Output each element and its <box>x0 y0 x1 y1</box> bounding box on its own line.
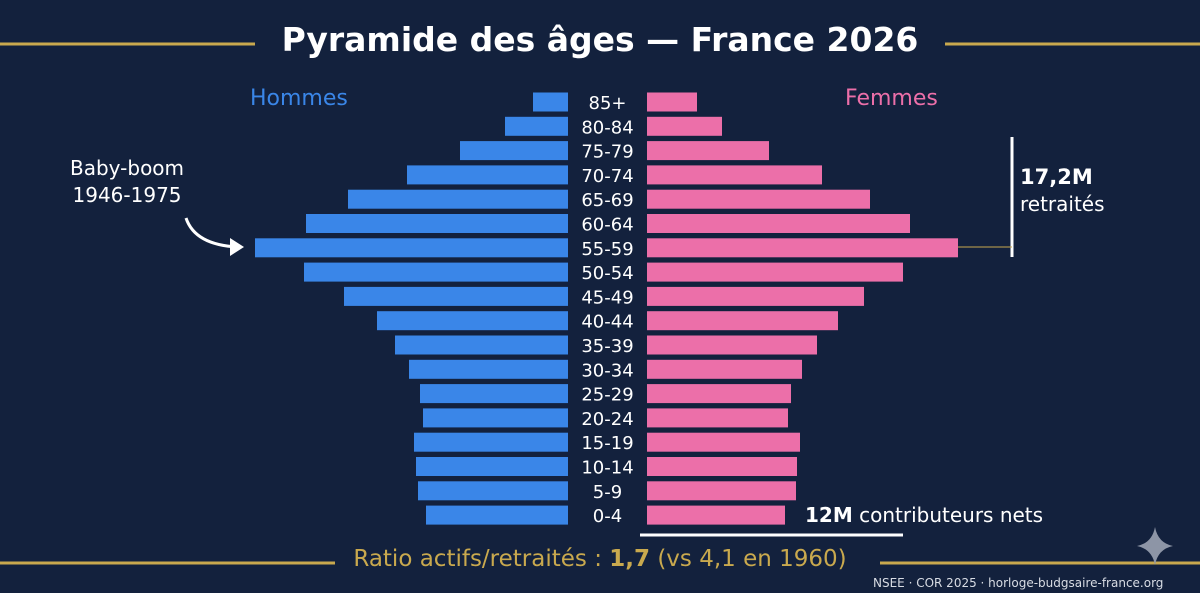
bar-femmes-0-4 <box>647 505 785 525</box>
bar-hommes-85+ <box>533 92 568 112</box>
bar-hommes-40-44 <box>377 311 568 331</box>
retirees-value: 17,2M <box>1020 165 1093 189</box>
bar-femmes-10-14 <box>647 457 797 476</box>
baby-boom-annotation: Baby-boom 1946-1975 <box>70 155 184 209</box>
bar-hommes-5-9 <box>418 481 568 501</box>
age-label: 40-44 <box>581 312 633 333</box>
ratio-label: Ratio actifs/retraités : <box>353 546 610 572</box>
ratio-compare: (vs 4,1 en 1960) <box>650 546 847 572</box>
retirees-label: retraités <box>1020 192 1105 216</box>
bar-hommes-25-29 <box>420 384 568 404</box>
sparkle-icon <box>1137 527 1173 565</box>
age-label: 65-69 <box>581 190 633 211</box>
age-label: 55-59 <box>581 239 633 260</box>
source-note: NSEE · COR 2025 · horloge-budgsaire-fran… <box>873 576 1164 590</box>
bar-femmes-80-84 <box>647 116 722 136</box>
age-label: 60-64 <box>581 215 633 236</box>
age-label: 25-29 <box>581 385 633 406</box>
age-label: 20-24 <box>581 409 633 430</box>
bar-hommes-70-74 <box>407 165 568 185</box>
baby-boom-years: 1946-1975 <box>72 183 182 207</box>
age-label: 15-19 <box>581 433 633 454</box>
age-label: 75-79 <box>581 142 633 163</box>
bar-femmes-55-59 <box>647 238 958 258</box>
baby-boom-label: Baby-boom <box>70 156 185 180</box>
age-label: 35-39 <box>581 336 633 357</box>
age-label: 0-4 <box>593 506 622 527</box>
bar-femmes-75-79 <box>647 141 769 161</box>
bar-hommes-15-19 <box>414 432 568 452</box>
bar-femmes-35-39 <box>647 335 817 355</box>
bar-hommes-45-49 <box>344 286 568 306</box>
bar-femmes-60-64 <box>647 214 910 233</box>
bar-femmes-20-24 <box>647 408 788 428</box>
arrow-head-icon <box>230 238 244 256</box>
retirees-annotation: 17,2M retraités <box>1020 164 1105 218</box>
bar-femmes-15-19 <box>647 432 800 452</box>
age-label: 45-49 <box>581 287 633 308</box>
contributors-annotation: 12M contributeurs nets <box>805 503 1043 527</box>
age-label: 85+ <box>589 93 627 114</box>
bar-hommes-30-34 <box>409 359 568 379</box>
bar-hommes-80-84 <box>505 116 568 136</box>
bar-femmes-70-74 <box>647 165 822 185</box>
bar-femmes-65-69 <box>647 189 870 209</box>
legend-hommes: Hommes <box>250 86 348 111</box>
ratio-footer: Ratio actifs/retraités : 1,7 (vs 4,1 en … <box>0 546 1200 572</box>
age-label: 30-34 <box>581 360 633 381</box>
bar-femmes-45-49 <box>647 286 864 306</box>
contributors-label: contributeurs nets <box>859 503 1044 527</box>
bar-hommes-20-24 <box>423 408 568 428</box>
ratio-value: 1,7 <box>609 546 651 572</box>
bar-femmes-30-34 <box>647 359 802 379</box>
age-label: 80-84 <box>581 117 633 138</box>
age-label: 10-14 <box>581 458 633 479</box>
bar-femmes-85+ <box>647 92 697 112</box>
bar-hommes-65-69 <box>348 189 568 209</box>
age-label: 70-74 <box>581 166 633 187</box>
bar-hommes-10-14 <box>416 457 568 476</box>
bar-hommes-60-64 <box>306 214 568 233</box>
bar-femmes-25-29 <box>647 384 791 404</box>
age-label: 5-9 <box>593 482 622 503</box>
bar-femmes-5-9 <box>647 481 796 501</box>
bar-femmes-50-54 <box>647 262 903 282</box>
legend-femmes: Femmes <box>845 86 938 111</box>
bar-hommes-55-59 <box>255 238 568 258</box>
bar-femmes-40-44 <box>647 311 838 331</box>
bar-hommes-0-4 <box>426 505 568 525</box>
bar-hommes-35-39 <box>395 335 568 355</box>
chart-title: Pyramide des âges — France 2026 <box>281 20 919 59</box>
age-label: 50-54 <box>581 263 633 284</box>
contributors-value: 12M <box>805 503 853 527</box>
bar-hommes-75-79 <box>460 141 568 161</box>
bar-hommes-50-54 <box>304 262 568 282</box>
